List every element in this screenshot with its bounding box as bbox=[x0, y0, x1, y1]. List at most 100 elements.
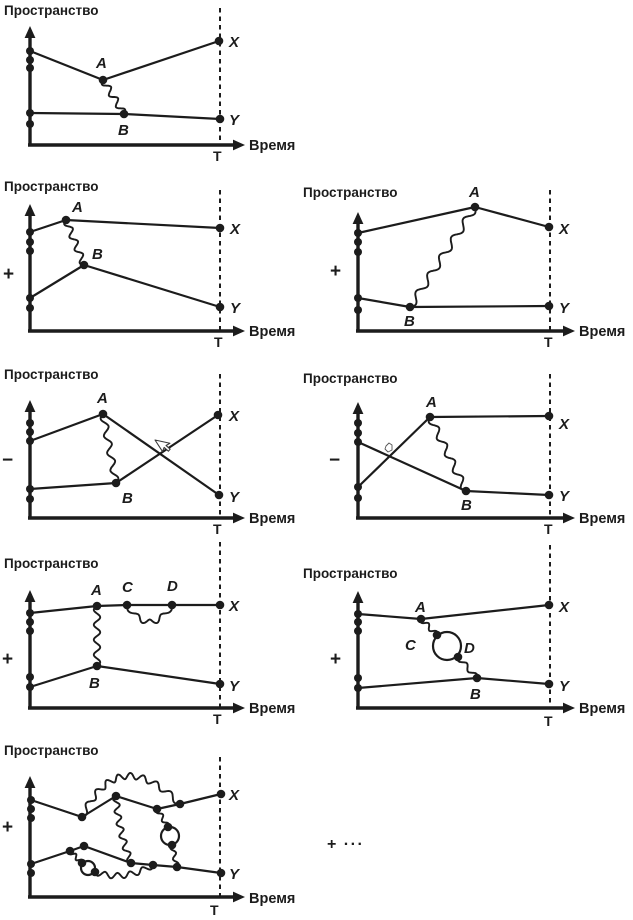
axis-dot bbox=[354, 618, 362, 626]
point-label-Y: Y bbox=[229, 678, 241, 695]
axis-dot bbox=[354, 483, 362, 491]
point-label-X: X bbox=[228, 787, 240, 804]
point-label-B: B bbox=[118, 122, 129, 139]
term-sign: + bbox=[2, 817, 13, 838]
diagram-3-plus: Пространство Время T + A B X Y bbox=[303, 184, 625, 350]
photon-wavy-line bbox=[81, 772, 181, 818]
point-label-B: B bbox=[404, 313, 415, 330]
axis-dot bbox=[26, 627, 34, 635]
photon-wavy-line bbox=[92, 605, 102, 667]
photon-wavy-line bbox=[99, 413, 120, 484]
time-T-mark: T bbox=[210, 902, 219, 918]
electron-world-line bbox=[29, 39, 220, 82]
electron-world-line bbox=[357, 205, 550, 235]
vertex-dot bbox=[148, 860, 158, 870]
axis-dot bbox=[354, 438, 362, 446]
vertex-dot bbox=[167, 840, 177, 850]
vertex-dot bbox=[79, 260, 89, 270]
point-label-Y: Y bbox=[229, 489, 241, 506]
point-label-X: X bbox=[228, 408, 240, 425]
axis-dot bbox=[26, 238, 34, 246]
electron-world-line bbox=[29, 412, 220, 496]
point-label-Y: Y bbox=[559, 488, 571, 505]
space-axis-arrowhead bbox=[24, 204, 36, 216]
axis-dot bbox=[26, 437, 34, 445]
diagram-8-plus-higher-order: Пространство Время T + X Y bbox=[2, 743, 295, 918]
vertex-dot bbox=[122, 600, 132, 610]
vertex-dot bbox=[461, 486, 471, 496]
vertex-dot bbox=[213, 410, 223, 420]
term-sign: + bbox=[330, 649, 341, 670]
vertex-dot bbox=[544, 600, 554, 610]
vertex-dot bbox=[216, 789, 226, 799]
point-label-A: A bbox=[96, 390, 108, 407]
vertex-dot bbox=[544, 411, 554, 421]
point-label-Y: Y bbox=[559, 678, 571, 695]
vertex-dot bbox=[215, 302, 225, 312]
time-axis-label: Время bbox=[249, 138, 295, 154]
time-axis-arrowhead bbox=[233, 512, 245, 524]
vertex-dot bbox=[98, 409, 108, 419]
point-label-A: A bbox=[425, 394, 437, 411]
time-axis-arrowhead bbox=[233, 325, 245, 337]
time-axis-arrowhead bbox=[233, 702, 245, 714]
term-sign: + bbox=[2, 649, 13, 670]
diagram-4-minus: Пространство Время T − A B X Y bbox=[2, 367, 295, 537]
space-axis-label: Пространство bbox=[4, 3, 99, 18]
axis-dot bbox=[354, 684, 362, 692]
vertex-dot bbox=[92, 601, 102, 611]
axis-dot bbox=[26, 56, 34, 64]
time-axis-arrowhead bbox=[563, 512, 575, 524]
axis-dot bbox=[354, 419, 362, 427]
term-sign: − bbox=[2, 450, 13, 471]
space-axis-arrowhead bbox=[24, 590, 36, 602]
point-label-Y: Y bbox=[229, 866, 241, 883]
axis-dot bbox=[27, 805, 35, 813]
vertex-dot bbox=[77, 812, 87, 822]
space-axis-label: Пространство bbox=[303, 371, 398, 386]
time-axis-arrowhead bbox=[563, 325, 575, 337]
diagram-2-plus: Пространство Время T + A B X Y bbox=[3, 179, 295, 350]
axis-dot bbox=[27, 869, 35, 877]
loop-circle bbox=[431, 630, 463, 662]
photon-wavy-line bbox=[63, 219, 85, 266]
vertex-dot bbox=[119, 109, 129, 119]
axis-dot bbox=[354, 229, 362, 237]
electron-world-line bbox=[30, 792, 222, 819]
time-T-mark: T bbox=[213, 711, 222, 727]
photon-wavy-line bbox=[456, 656, 479, 679]
axis-dot bbox=[26, 109, 34, 117]
space-axis-label: Пространство bbox=[303, 185, 398, 200]
vertex-dot bbox=[470, 202, 480, 212]
axis-dot bbox=[26, 428, 34, 436]
term-sign: + bbox=[3, 264, 14, 285]
axis-dot bbox=[354, 306, 362, 314]
electron-world-line bbox=[357, 414, 550, 488]
point-label-B: B bbox=[470, 686, 481, 703]
vertex-dot bbox=[544, 301, 554, 311]
vertex-dot bbox=[453, 652, 463, 662]
point-label-Y: Y bbox=[229, 112, 241, 129]
axis-dot bbox=[27, 796, 35, 804]
time-axis-label: Время bbox=[579, 511, 625, 527]
axis-dot bbox=[26, 673, 34, 681]
time-axis-label: Время bbox=[249, 701, 295, 717]
vertex-dot bbox=[215, 223, 225, 233]
point-label-Y: Y bbox=[559, 300, 571, 317]
space-axis-label: Пространство bbox=[303, 566, 398, 581]
vertex-dot bbox=[152, 804, 162, 814]
electron-world-line bbox=[29, 218, 221, 234]
axis-dot bbox=[26, 485, 34, 493]
photon-wavy-line bbox=[409, 206, 477, 308]
space-axis-arrowhead bbox=[24, 26, 36, 38]
space-axis-label: Пространство bbox=[4, 556, 99, 571]
vertex-dot bbox=[172, 862, 182, 872]
vertex-dot bbox=[92, 661, 102, 671]
point-label-A: A bbox=[468, 184, 480, 201]
point-label-A: A bbox=[90, 582, 102, 599]
time-T-mark: T bbox=[214, 334, 223, 350]
space-axis-arrowhead bbox=[24, 776, 36, 788]
vertex-dot bbox=[90, 867, 100, 877]
photon-wavy-line bbox=[427, 416, 467, 492]
